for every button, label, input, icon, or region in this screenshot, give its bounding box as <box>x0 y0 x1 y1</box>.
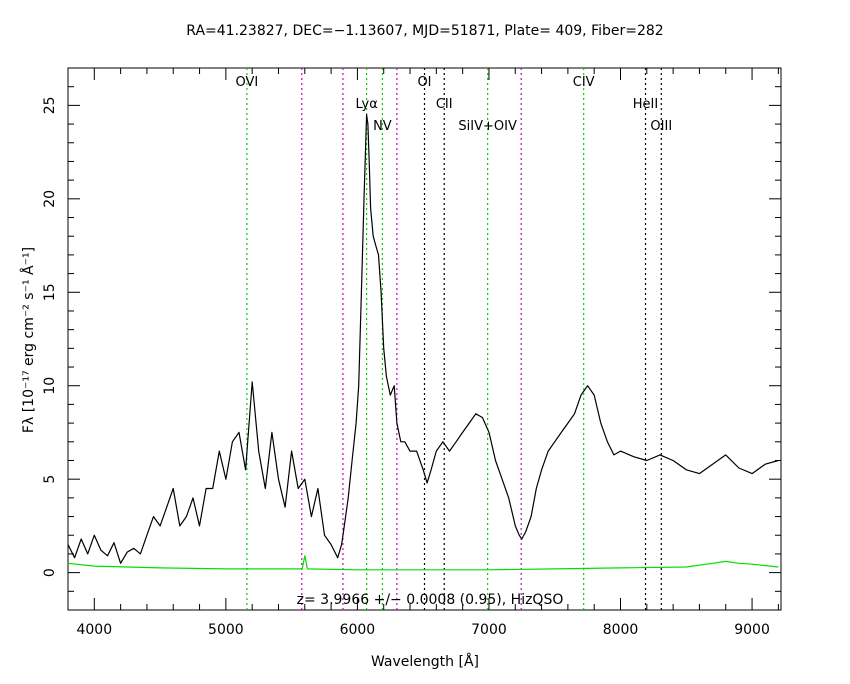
emission-line-labels: OVI Lyα NV OI CII SiIV+OIV CIV HeII OIII <box>236 75 673 134</box>
x-axis: 4000 5000 6000 7000 8000 9000 <box>67 68 779 638</box>
emission-lines <box>246 68 662 610</box>
y-tick-label: 20 <box>42 190 58 208</box>
y-tick-label: 25 <box>42 96 58 114</box>
x-tick-label: 9000 <box>734 622 770 638</box>
x-axis-label: Wavelength [Å] <box>371 653 479 670</box>
emission-line-label: Lyα <box>355 97 377 112</box>
emission-line-label: CIV <box>573 75 595 90</box>
x-tick-label: 8000 <box>603 622 639 638</box>
emission-line-label: OIII <box>650 119 672 134</box>
redshift-annotation: z= 3.9966 +/− 0.0008 (0.95), HizQSO <box>297 592 564 608</box>
spectrum-series <box>67 114 779 571</box>
x-tick-label: 6000 <box>340 622 376 638</box>
emission-line-label: OVI <box>236 75 259 90</box>
chart-title: RA=41.23827, DEC=−1.13607, MJD=51871, Pl… <box>186 23 663 39</box>
y-tick-label: 5 <box>42 475 58 484</box>
emission-line-label: CII <box>436 97 453 112</box>
flux-series-line <box>67 114 779 564</box>
x-tick-label: 4000 <box>76 622 112 638</box>
emission-line-label: SiIV+OIV <box>458 119 517 134</box>
y-tick-label: 10 <box>42 377 58 395</box>
y-tick-label: 15 <box>42 283 58 301</box>
x-tick-label: 5000 <box>208 622 244 638</box>
x-tick-label: 7000 <box>471 622 507 638</box>
y-tick-label: 0 <box>42 568 58 577</box>
y-axis-label: Fλ [10⁻¹⁷ erg cm⁻² s⁻¹ Å⁻¹] <box>20 247 37 433</box>
y-axis: 0 5 10 15 20 25 <box>42 86 781 592</box>
error-series-line <box>67 555 779 571</box>
emission-line-label: HeII <box>633 97 658 112</box>
emission-line-label: NV <box>373 119 392 134</box>
emission-line-label: OI <box>417 75 431 90</box>
